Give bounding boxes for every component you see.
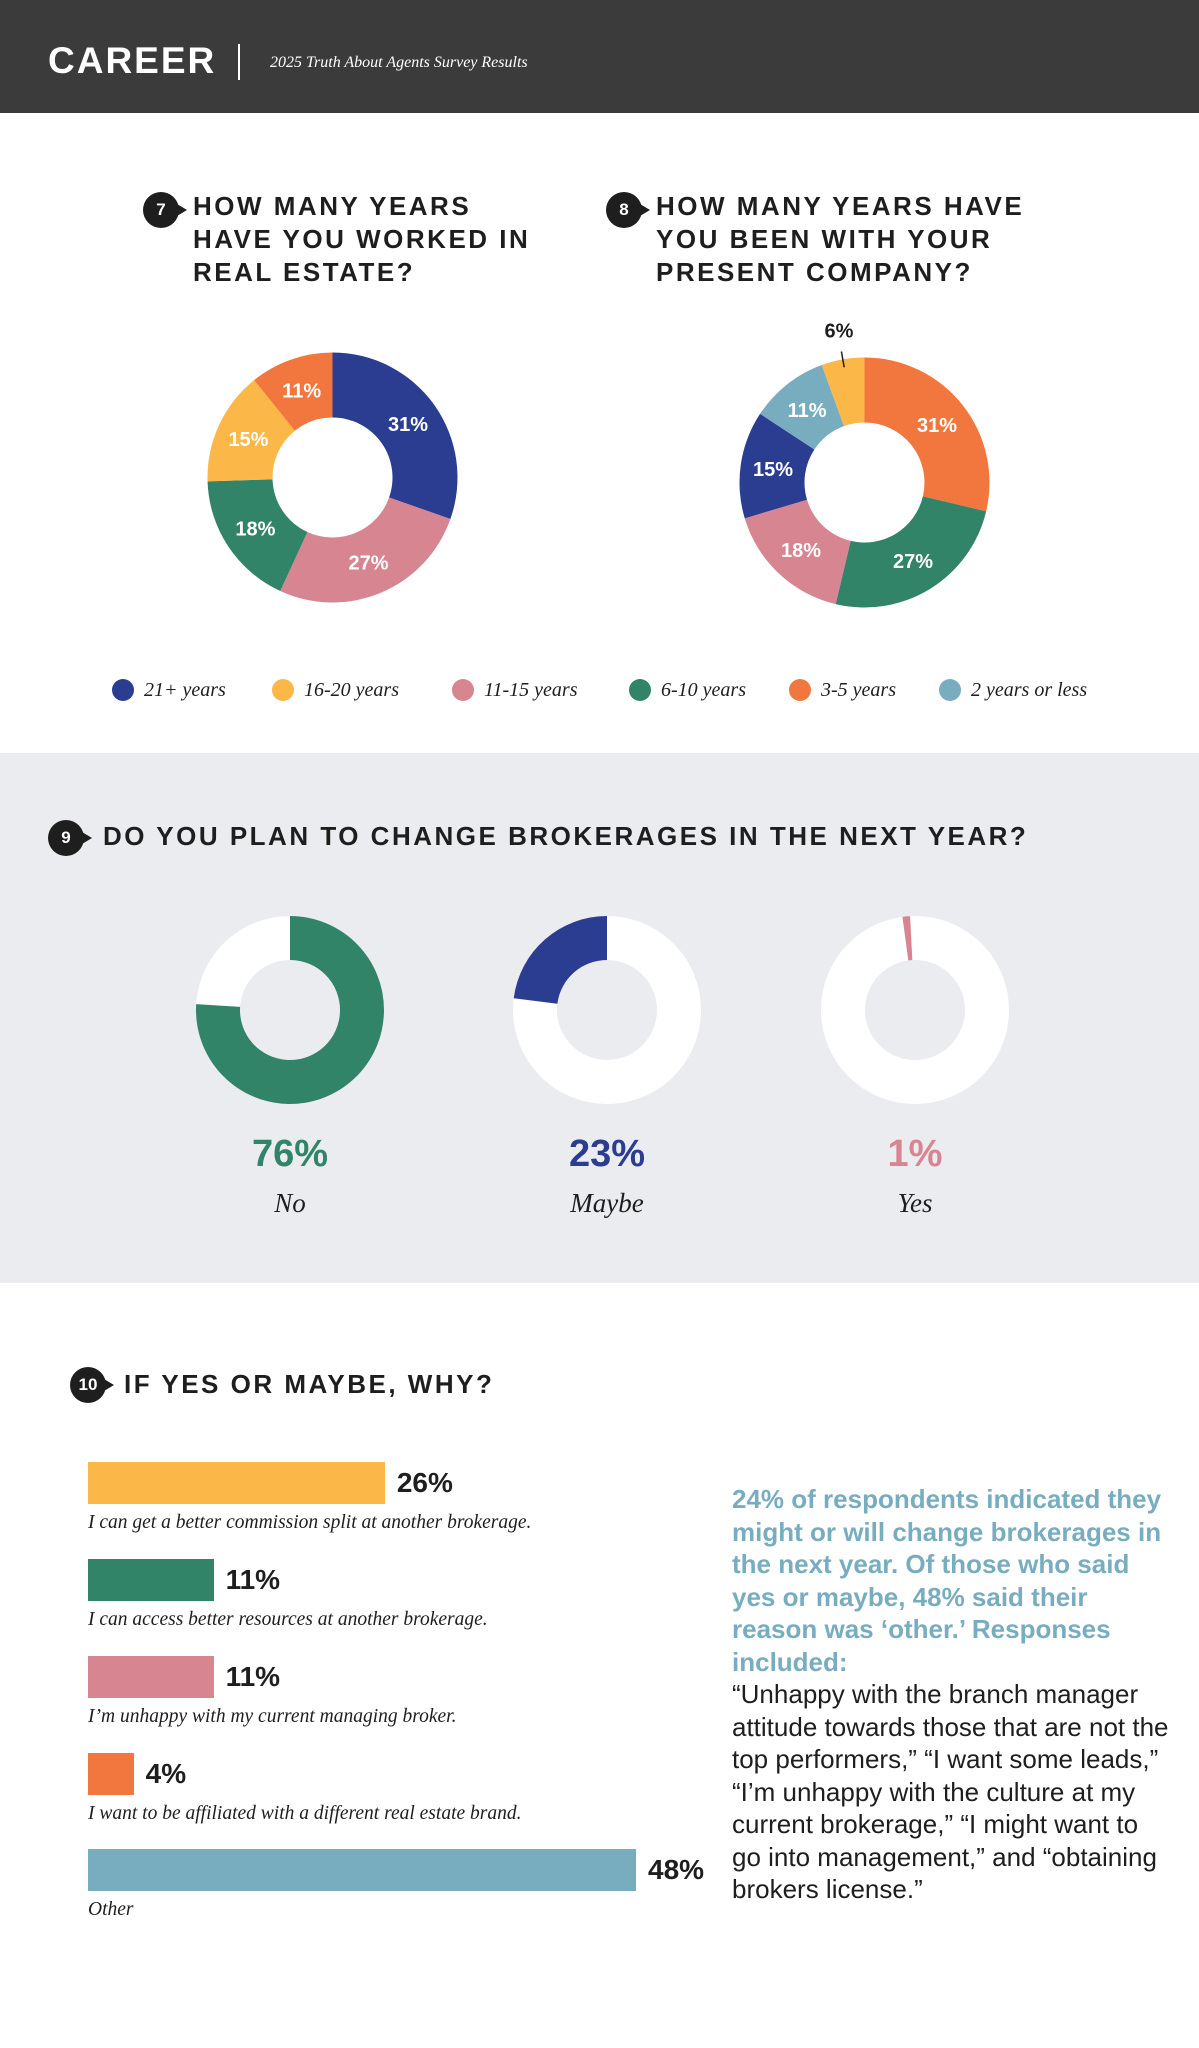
q8-title: HOW MANY YEARS HAVE YOU BEEN WITH YOUR P… (656, 191, 1025, 287)
legend-item: 21+ years (112, 672, 226, 708)
legend-dot (939, 679, 961, 701)
report-subtitle: 2025 Truth About Agents Survey Results (270, 54, 528, 71)
q10-title: IF YES OR MAYBE, WHY? (124, 1369, 495, 1399)
q10-bar-5-label: Other (88, 1899, 134, 1920)
q8-label-16-20-years: 6% (825, 321, 854, 343)
q10-bar-2-label: I can access better resources at another… (88, 1609, 488, 1630)
legend-item: 3-5 years (789, 672, 896, 708)
legend-item: 16-20 years (272, 672, 399, 708)
q7-slice-3-5-years (254, 352, 333, 431)
q8-slice-3-5-years (864, 357, 990, 512)
q10-bar-1 (88, 1462, 385, 1504)
q10-bar-5-value: 48% (648, 1854, 705, 1885)
q8-label-21-years: 15% (753, 459, 793, 481)
q7-slice-21-years (332, 352, 458, 520)
q10-bar-5 (88, 1849, 636, 1891)
q8-slice-11-15-years (744, 499, 851, 605)
legend-dot (789, 679, 811, 701)
q10-bar-1-value: 26% (396, 1467, 453, 1498)
q10-bar-4-value: 4% (145, 1758, 187, 1789)
q7-slice-11-15-years (280, 497, 451, 603)
q9-number-badge: 9 (48, 820, 92, 856)
q10-bar-3-label: I’m unhappy with my current managing bro… (88, 1706, 457, 1727)
q10-note-body: “Unhappy with the branch manager attitud… (732, 1679, 1169, 1904)
q9-donut-no (195, 916, 384, 1104)
q9-donut-maybe-segment (513, 916, 607, 1004)
legend-item: 11-15 years (452, 672, 578, 708)
q9-donut-yes (821, 916, 1009, 1104)
q8-slice-21-years (739, 413, 815, 519)
q10-bar-4-label: I want to be affiliated with a different… (88, 1803, 522, 1824)
legend-label: 16-20 years (304, 678, 399, 701)
q10-bar-2 (88, 1559, 214, 1601)
header-bar: CAREER 2025 Truth About Agents Survey Re… (0, 0, 1199, 113)
q7-slice-6-10-years (207, 479, 308, 592)
q8-leader-16-20-years (840, 351, 845, 368)
legend-dot (272, 679, 294, 701)
q8-label-11-15-years: 18% (781, 540, 821, 562)
q7-label-16-20-years: 15% (228, 429, 268, 451)
q10-note-highlight: 24% of respondents indicated they might … (732, 1484, 1162, 1677)
legend-item: 2 years or less (939, 672, 1087, 708)
legend-label: 3-5 years (821, 678, 896, 701)
q7-label-11-15-years: 27% (349, 553, 389, 575)
q8-number-badge: 8 (606, 192, 650, 228)
q10-bar-3-value: 11% (225, 1661, 281, 1692)
q7-slice-16-20-years (207, 380, 295, 482)
q7-donut-chart: 31% 27% 18% 15% 11% (207, 352, 458, 603)
q10-note: 24% of respondents indicated they might … (732, 1483, 1172, 1906)
legend-item: 6-10 years (629, 672, 746, 708)
q8-label-3-5-years: 31% (917, 415, 957, 437)
section-title: CAREER (48, 40, 217, 81)
header-divider (238, 44, 240, 80)
q7-label-21-years: 31% (388, 414, 428, 436)
q9-option-yes: Yes (897, 1188, 933, 1218)
q9-title: DO YOU PLAN TO CHANGE BROKERAGES IN THE … (103, 821, 1029, 851)
q9-percent-maybe: 23% (568, 1133, 646, 1175)
q8-donut-chart: 31% 27% 18% 15% 11% 6% (739, 321, 990, 608)
legend-dot (452, 679, 474, 701)
legend-dot (629, 679, 651, 701)
q9-donut-no-segment (195, 916, 384, 1104)
legend-label: 11-15 years (484, 678, 578, 701)
legend-dot (112, 679, 134, 701)
q9-donut-yes-track (821, 916, 1009, 1104)
q10-bar-2-value: 11% (225, 1564, 281, 1595)
q9-option-no: No (274, 1188, 306, 1218)
q8-slice-16-20-years (821, 357, 865, 427)
q10-bar-1-label: I can get a better commission split at a… (88, 1512, 532, 1533)
legend-label: 21+ years (144, 678, 226, 701)
q8-label-2-years-or-less: 11% (788, 400, 827, 422)
q7-title: HOW MANY YEARS HAVE YOU WORKED IN REAL E… (193, 191, 531, 287)
q9-option-maybe: Maybe (570, 1188, 644, 1218)
q9-donut-maybe (513, 916, 701, 1104)
legend-label: 2 years or less (971, 678, 1088, 701)
q10-bar-4 (88, 1753, 134, 1795)
q8-slice-2-years-or-less (760, 365, 844, 450)
q9-percent-yes: 1% (887, 1133, 943, 1175)
q10-number-badge: 10 (70, 1367, 114, 1403)
q8-slice-6-10-years (835, 496, 987, 608)
q9-donut-yes-segment (902, 916, 913, 961)
legend-label: 6-10 years (661, 678, 746, 701)
q9-percent-no: 76% (251, 1133, 329, 1175)
q10-bar-3 (88, 1656, 214, 1698)
q8-label-6-10-years: 27% (893, 551, 933, 573)
q7-label-3-5-years: 11% (282, 380, 321, 402)
q7-number-badge: 7 (143, 192, 187, 228)
chart-legend: 21+ years 16-20 years 11-15 years 6-10 year… (112, 672, 1112, 708)
q7-label-6-10-years: 18% (235, 519, 275, 541)
